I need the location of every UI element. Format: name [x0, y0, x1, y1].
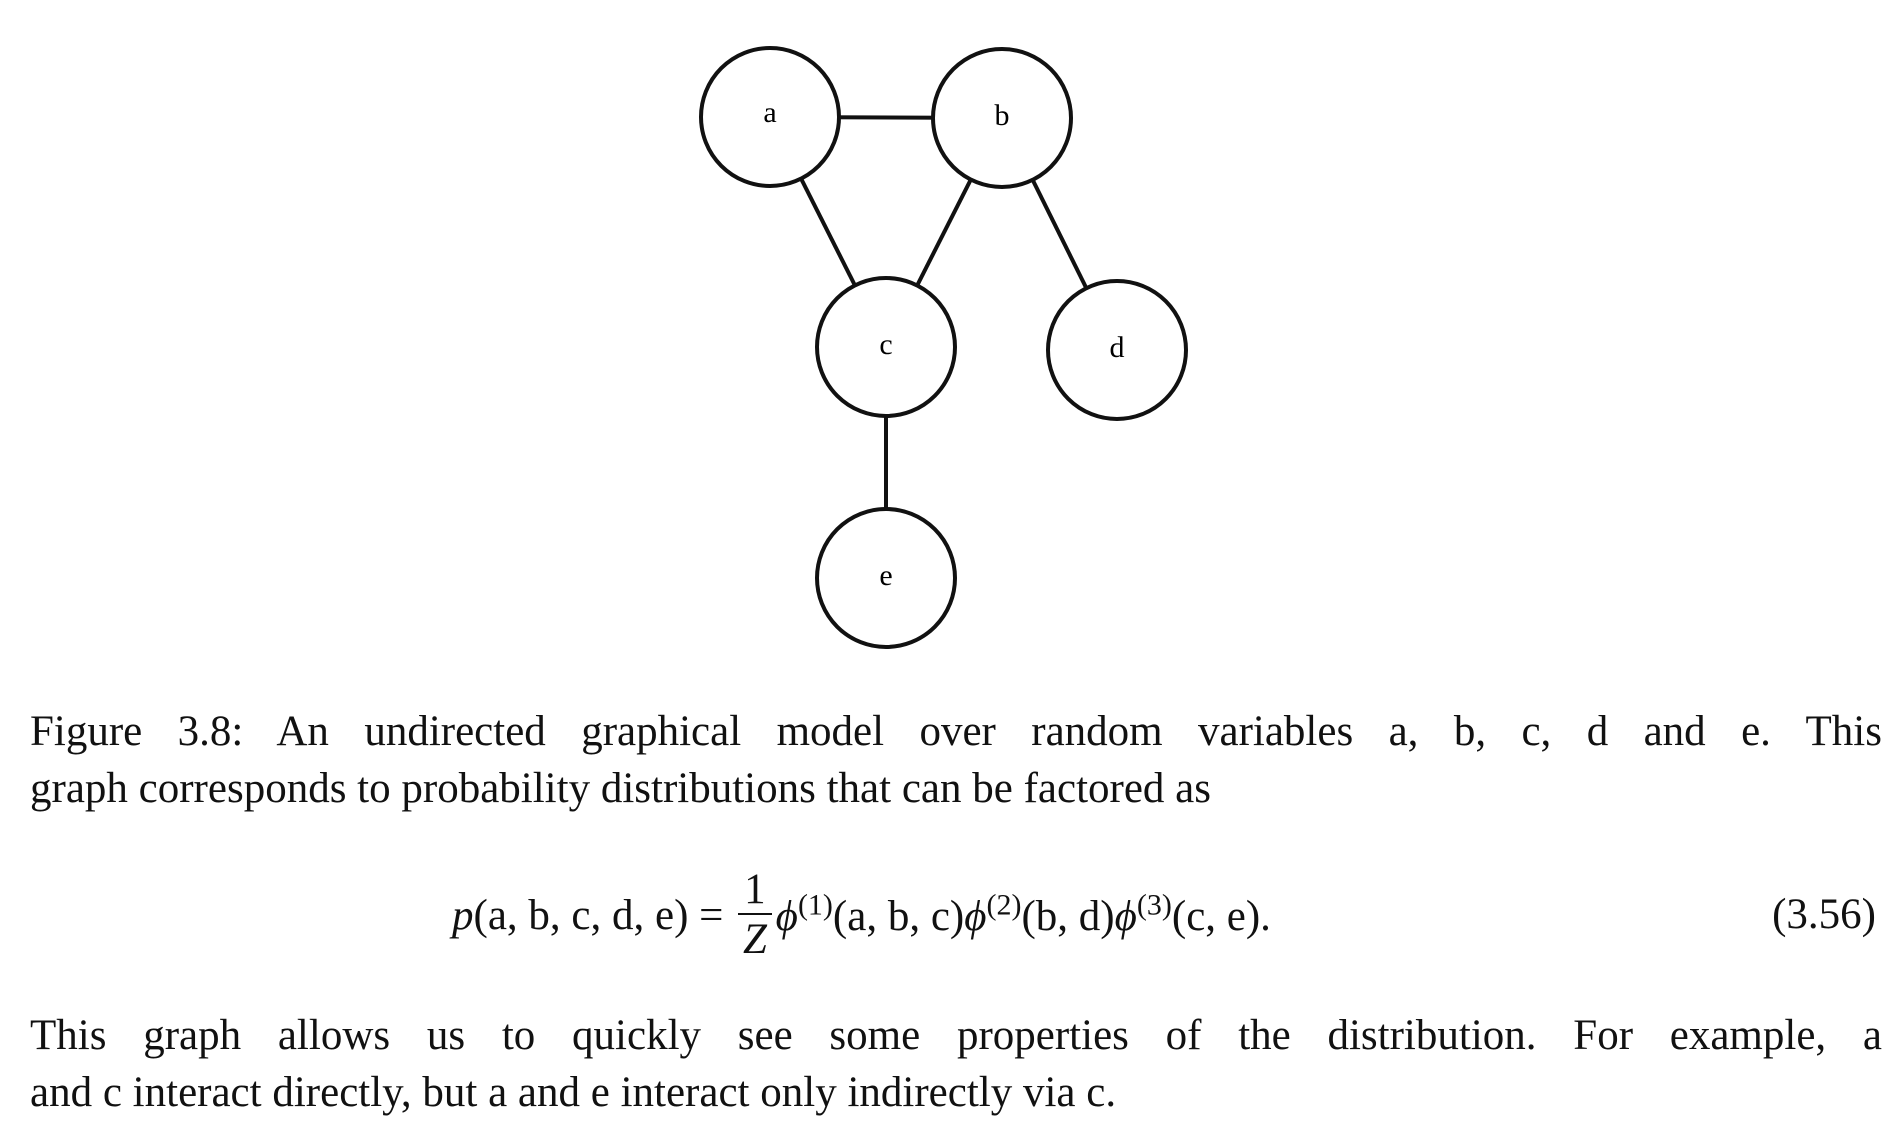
factor: ϕ(2)(b, d) [964, 889, 1115, 941]
node-label: d [1110, 331, 1125, 364]
factor-symbol: ϕ [775, 893, 798, 941]
numerator: 1 [738, 866, 772, 915]
node [1046, 279, 1188, 421]
equation-number: (3.56) [1772, 891, 1876, 938]
node [815, 507, 957, 649]
factor-args: (b, d) [1021, 893, 1115, 941]
node [931, 47, 1073, 189]
eq-var: p [452, 891, 474, 939]
factor-symbol: ϕ [964, 893, 987, 941]
factors: ϕ(1)(a, b, c)ϕ(2)(b, d)ϕ(3)(c, e). [776, 889, 1271, 941]
caption-line: Figure 3.8: An undirected graphical mode… [30, 708, 1882, 755]
factor-superscript: (1) [797, 888, 833, 922]
eq-args: (a, b, c, d, e) [473, 891, 689, 939]
node-label: b [995, 99, 1010, 132]
factor: ϕ(3)(c, e). [1114, 889, 1271, 941]
caption-line: graph corresponds to probability distrib… [30, 765, 1211, 812]
node [815, 276, 957, 418]
factor-superscript: (2) [986, 888, 1022, 922]
factor-superscript: (3) [1136, 888, 1172, 922]
node-label: e [879, 559, 892, 592]
paragraph-line: This graph allows us to quickly see some… [30, 1012, 1882, 1059]
graph: a b c d e [699, 46, 1188, 649]
factor-args: (c, e). [1171, 893, 1271, 941]
factor-args: (a, b, c) [832, 893, 965, 941]
eq-equals: = [699, 891, 724, 939]
node-label: c [879, 328, 892, 361]
node-label: a [763, 96, 776, 129]
paragraph-line: and c interact directly, but a and e int… [30, 1069, 1117, 1116]
denominator: Z [742, 915, 767, 963]
factor: ϕ(1)(a, b, c) [775, 889, 965, 941]
factor-symbol: ϕ [1114, 893, 1137, 941]
node [699, 46, 841, 188]
